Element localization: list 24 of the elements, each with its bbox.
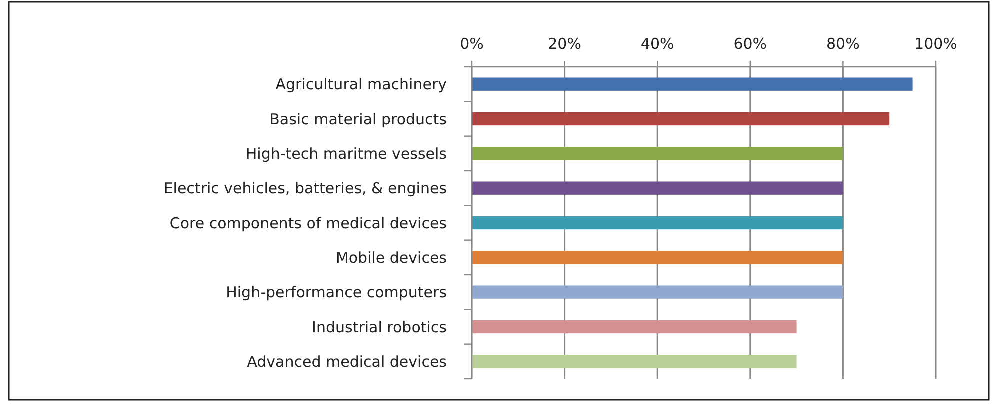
bar — [472, 78, 913, 91]
bar — [472, 251, 844, 264]
x-tick-label: 0% — [460, 35, 484, 53]
y-tick-label: High-tech maritme vessels — [246, 144, 448, 163]
x-tick-label: 100% — [914, 35, 958, 53]
x-tick-label: 80% — [826, 35, 860, 53]
bar — [472, 147, 844, 160]
y-tick-label: Basic material products — [270, 110, 448, 128]
y-tick-label: Industrial robotics — [312, 318, 448, 336]
x-tick-label: 60% — [734, 35, 768, 53]
y-tick-label: Mobile devices — [336, 248, 448, 267]
bar — [472, 182, 844, 195]
y-tick-label: Agricultural machinery — [276, 76, 448, 94]
y-tick-label: Electric vehicles, batteries, & engines — [164, 180, 448, 198]
x-tick-label: 40% — [640, 35, 674, 53]
bar — [472, 355, 797, 368]
y-tick-label: High-performance computers — [226, 284, 448, 302]
bar — [472, 286, 844, 299]
bar — [472, 112, 890, 126]
x-tick-label: 20% — [548, 35, 582, 53]
y-tick-label: Advanced medical devices — [247, 352, 448, 371]
y-tick-label: Core components of medical devices — [170, 214, 448, 232]
bar — [472, 216, 844, 230]
bar — [472, 320, 797, 334]
